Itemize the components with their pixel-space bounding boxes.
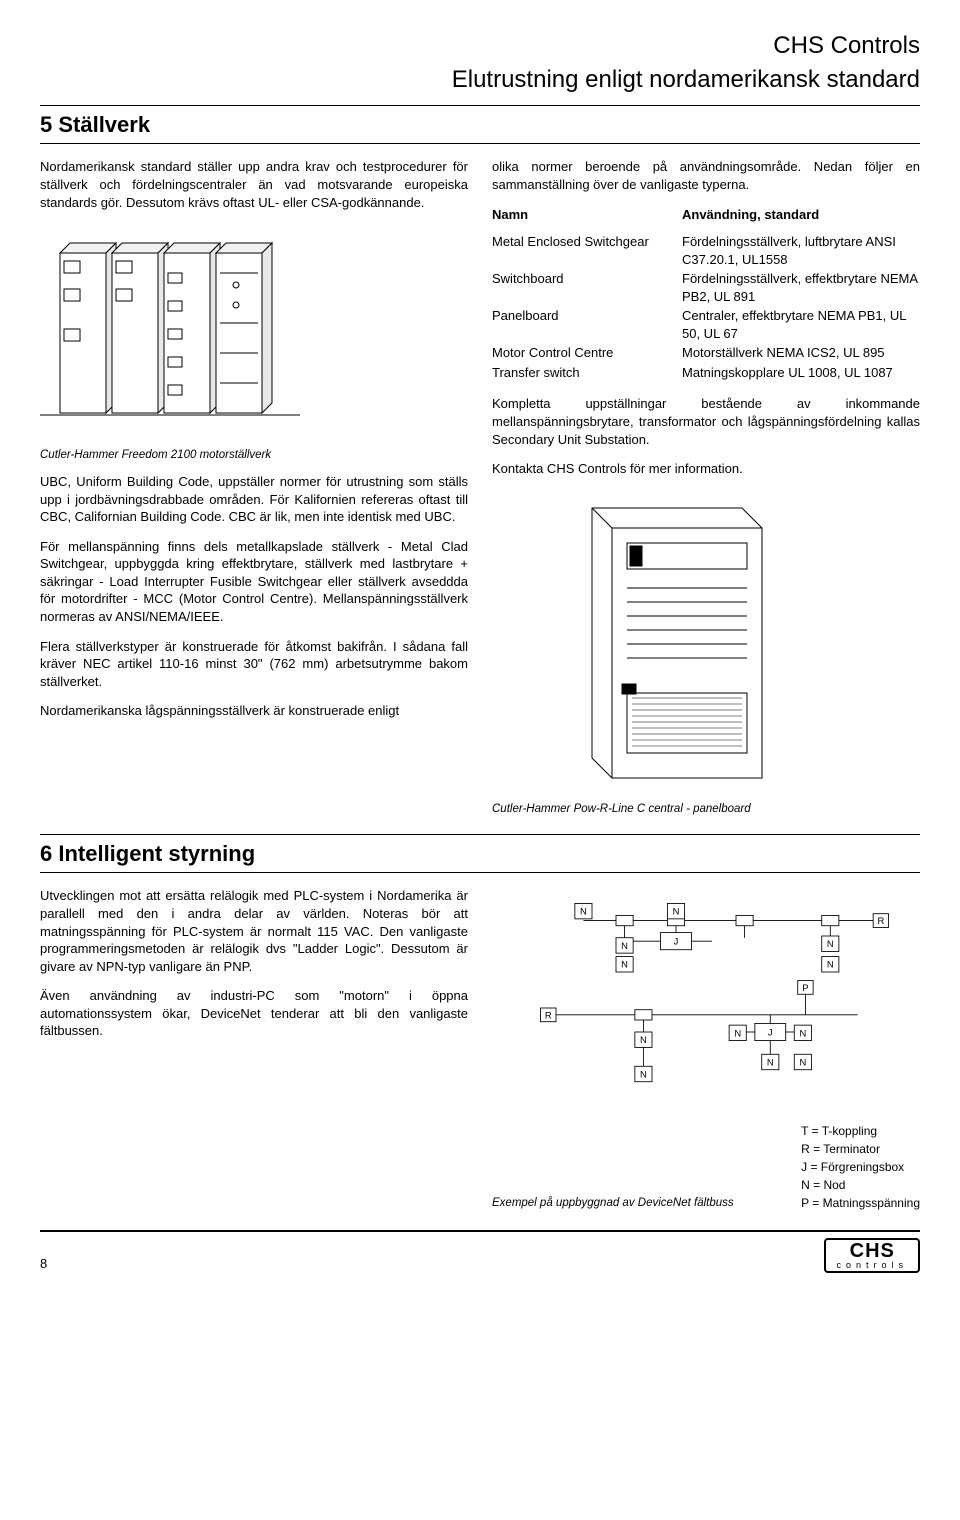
section-5-right: olika normer beroende på användningsområ… xyxy=(492,158,920,827)
cell-desc: Matningskopplare UL 1008, UL 1087 xyxy=(682,364,920,382)
page-subtitle: Elutrustning enligt nordamerikansk stand… xyxy=(40,64,920,96)
legend-r: R = Terminator xyxy=(801,1140,920,1158)
svg-text:N: N xyxy=(640,1069,647,1080)
devicenet-caption: Exempel på uppbyggnad av DeviceNet fältb… xyxy=(492,1196,785,1212)
standards-table-header: Namn Användning, standard xyxy=(492,206,920,224)
table-row: Metal Enclosed Switchgear Fördelningsstä… xyxy=(492,233,920,268)
svg-text:J: J xyxy=(674,936,679,947)
legend-t: T = T-koppling xyxy=(801,1122,920,1140)
s6-left-p2: Även användning av industri-PC som "moto… xyxy=(40,987,468,1040)
table-row: Switchboard Fördelningsställverk, effekt… xyxy=(492,270,920,305)
section-5-title: 5 Ställverk xyxy=(40,105,920,145)
svg-text:N: N xyxy=(621,940,628,951)
cell-desc: Fördelningsställverk, luftbrytare ANSI C… xyxy=(682,233,920,268)
svg-text:N: N xyxy=(767,1057,774,1068)
switchgear-illustration xyxy=(40,233,300,433)
cell-name: Switchboard xyxy=(492,270,682,305)
devicenet-legend: T = T-koppling R = Terminator J = Förgre… xyxy=(801,1122,920,1212)
cell-name: Panelboard xyxy=(492,307,682,342)
section-6-title: 6 Intelligent styrning xyxy=(40,834,920,874)
section-6-columns: Utvecklingen mot att ersätta relälogik m… xyxy=(40,887,920,1212)
svg-text:N: N xyxy=(799,1028,806,1039)
logo-main-text: CHS xyxy=(836,1242,908,1261)
svg-text:N: N xyxy=(827,939,834,950)
svg-text:N: N xyxy=(673,906,680,917)
panelboard-caption: Cutler-Hammer Pow-R-Line C central - pan… xyxy=(492,802,920,818)
cell-desc: Fördelningsställverk, effektbrytare NEMA… xyxy=(682,270,920,305)
svg-text:R: R xyxy=(877,915,884,926)
th-usage: Användning, standard xyxy=(682,206,920,224)
devicenet-diagram: N N N N J N N R P R N xyxy=(532,887,892,1117)
s5-left-p5: Nordamerikanska lågspänningsställverk är… xyxy=(40,702,468,720)
s5-right-p1: olika normer beroende på användningsområ… xyxy=(492,158,920,193)
section-6-left: Utvecklingen mot att ersätta relälogik m… xyxy=(40,887,468,1212)
svg-text:N: N xyxy=(827,959,834,970)
cell-desc: Centraler, effektbrytare NEMA PB1, UL 50… xyxy=(682,307,920,342)
s5-right-p3: Kontakta CHS Controls för mer informatio… xyxy=(492,460,920,478)
s5-right-p2: Kompletta uppställningar bestående av in… xyxy=(492,395,920,448)
table-row: Panelboard Centraler, effektbrytare NEMA… xyxy=(492,307,920,342)
chs-logo: CHS controls xyxy=(824,1238,920,1273)
table-row: Motor Control Centre Motorställverk NEMA… xyxy=(492,344,920,362)
th-name: Namn xyxy=(492,206,682,224)
legend-p: P = Matningsspänning xyxy=(801,1194,920,1212)
s5-left-p3: För mellanspänning finns dels metallkaps… xyxy=(40,538,468,626)
cell-desc: Motorställverk NEMA ICS2, UL 895 xyxy=(682,344,920,362)
cell-name: Motor Control Centre xyxy=(492,344,682,362)
section-6-right: N N N N J N N R P R N xyxy=(492,887,920,1212)
legend-n: N = Nod xyxy=(801,1176,920,1194)
section-5-left: Nordamerikansk standard ställer upp andr… xyxy=(40,158,468,827)
switchgear-caption: Cutler-Hammer Freedom 2100 motorställver… xyxy=(40,448,468,464)
cell-name: Transfer switch xyxy=(492,364,682,382)
svg-text:N: N xyxy=(580,906,587,917)
svg-text:N: N xyxy=(734,1028,741,1039)
table-row: Transfer switch Matningskopplare UL 1008… xyxy=(492,364,920,382)
svg-text:N: N xyxy=(621,959,628,970)
s5-left-p2: UBC, Uniform Building Code, uppställer n… xyxy=(40,473,468,526)
section-5-columns: Nordamerikansk standard ställer upp andr… xyxy=(40,158,920,827)
page-number: 8 xyxy=(40,1255,47,1273)
svg-text:N: N xyxy=(640,1035,647,1046)
s6-left-p1: Utvecklingen mot att ersätta relälogik m… xyxy=(40,887,468,975)
legend-j: J = Förgreningsbox xyxy=(801,1158,920,1176)
s5-left-p1: Nordamerikansk standard ställer upp andr… xyxy=(40,158,468,211)
cell-name: Metal Enclosed Switchgear xyxy=(492,233,682,268)
panelboard-illustration xyxy=(562,498,782,788)
svg-text:J: J xyxy=(768,1027,773,1038)
svg-text:P: P xyxy=(802,982,808,993)
svg-text:R: R xyxy=(545,1010,552,1021)
page-brand: CHS Controls xyxy=(40,30,920,62)
page-footer: 8 CHS controls xyxy=(40,1230,920,1273)
svg-text:N: N xyxy=(799,1057,806,1068)
logo-sub-text: controls xyxy=(836,1261,908,1270)
s5-left-p4: Flera ställverkstyper är konstruerade fö… xyxy=(40,638,468,691)
